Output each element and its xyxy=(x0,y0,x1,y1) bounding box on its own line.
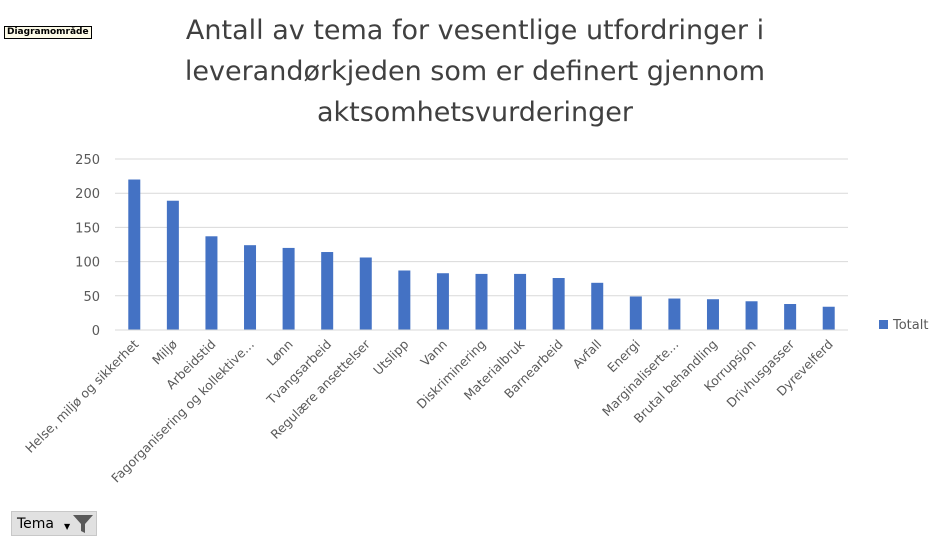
dropdown-arrow-icon: ▼ xyxy=(64,522,71,531)
x-tick-label: Lønn xyxy=(264,337,296,369)
bar[interactable] xyxy=(552,278,565,330)
bar[interactable] xyxy=(398,270,411,330)
y-tick-label: 0 xyxy=(92,324,100,339)
bar[interactable] xyxy=(475,273,488,330)
x-tick-label: Vann xyxy=(417,337,450,370)
bar[interactable] xyxy=(436,273,449,330)
bar[interactable] xyxy=(629,296,642,330)
x-tick-label: Miljø xyxy=(149,336,180,367)
filter-icon xyxy=(73,514,94,533)
x-tick-label: Diskriminering xyxy=(414,337,489,412)
y-tick-label: 250 xyxy=(75,153,100,168)
y-tick-label: 200 xyxy=(75,187,100,202)
legend-swatch xyxy=(879,320,888,329)
x-tick-label: Avfall xyxy=(570,337,605,372)
bar[interactable] xyxy=(205,236,218,330)
bar[interactable] xyxy=(359,257,372,330)
chart-title-line: Antall av tema for vesentlige utfordring… xyxy=(185,15,765,46)
field-button-label: Tema xyxy=(17,515,55,532)
x-tick-label: Fagorganisering og kollektive… xyxy=(108,337,257,486)
y-tick-label: 50 xyxy=(83,290,100,305)
tema-field-button[interactable]: Tema ▼ xyxy=(11,511,97,536)
bar[interactable] xyxy=(668,298,681,330)
bar[interactable] xyxy=(822,306,835,330)
bar[interactable] xyxy=(514,273,527,330)
x-tick-label: Helse, miljø og sikkerhet xyxy=(22,336,141,455)
x-tick-label: Utslipp xyxy=(370,336,411,377)
bar[interactable] xyxy=(244,245,257,330)
bar[interactable] xyxy=(591,282,604,330)
bar[interactable] xyxy=(706,299,719,330)
y-tick-label: 100 xyxy=(75,256,100,271)
bar[interactable] xyxy=(745,301,758,330)
bar[interactable] xyxy=(321,252,334,330)
chart-title: Antall av tema for vesentlige utfordring… xyxy=(130,10,820,133)
chart-title-line: aktsomhetsvurderinger xyxy=(316,97,634,128)
y-tick-label: 150 xyxy=(75,221,100,236)
legend-label: Totalt xyxy=(892,318,928,333)
chart-area-label: Diagramområde xyxy=(4,26,92,39)
bar[interactable] xyxy=(128,179,141,330)
bar[interactable] xyxy=(166,200,179,330)
chart-title-line: leverandørkjeden som er definert gjennom xyxy=(184,56,766,87)
bar[interactable] xyxy=(282,247,295,330)
bar[interactable] xyxy=(784,304,797,330)
x-tick-label: Drivhusgasser xyxy=(723,336,797,410)
